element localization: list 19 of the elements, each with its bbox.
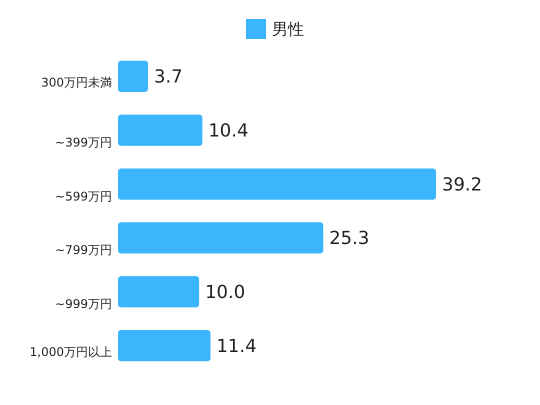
bar	[118, 60, 148, 92]
bar	[118, 222, 324, 254]
y-tick-label: 1,000万円以上	[30, 344, 112, 359]
bar	[118, 276, 200, 308]
bar	[118, 168, 436, 200]
y-tick-label: ~799万円	[55, 243, 112, 258]
y-tick-label: ~999万円	[55, 296, 112, 311]
y-tick-label: 300万円未満	[41, 76, 112, 90]
data-label: 10.4	[208, 120, 248, 142]
data-label: 25.3	[329, 228, 370, 250]
y-tick-label: ~399万円	[55, 135, 112, 150]
bar	[118, 114, 202, 146]
y-tick-label: ~599万円	[55, 189, 112, 204]
data-label: 39.2	[442, 174, 482, 196]
bar	[118, 330, 210, 362]
data-label: 11.4	[216, 336, 257, 357]
data-label: 3.7	[154, 66, 183, 88]
legend-label: 男性	[272, 20, 304, 39]
data-label: 10.0	[205, 282, 246, 304]
